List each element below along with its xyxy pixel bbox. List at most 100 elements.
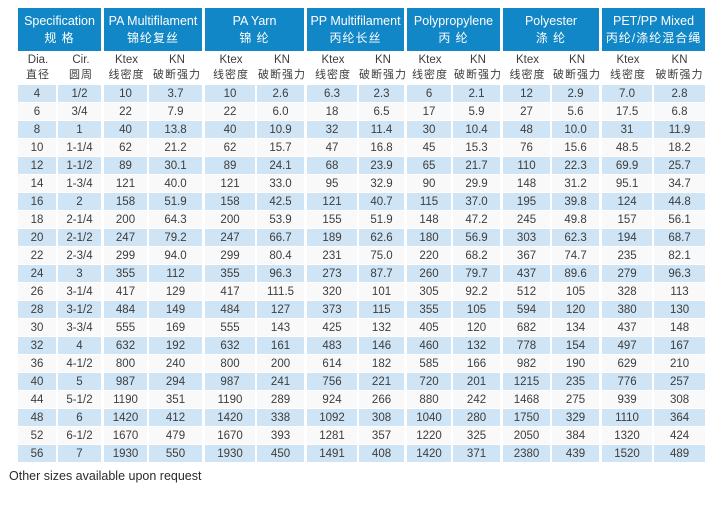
column-header: Dia. 直径	[18, 51, 58, 85]
table-row: 56 7 1930 550 1930 450 1491 408 1420 371 2380 439 15…	[18, 445, 706, 463]
cell: 51.9	[149, 193, 206, 211]
cell: 10	[104, 85, 149, 103]
cell: 10.4	[453, 121, 504, 139]
cell: 424	[654, 427, 706, 445]
table-row: 8 1 40 13.8 40 10.9 32 11.4 30 10.4 48 10.0 31 11.9	[18, 121, 706, 139]
table-row: 48 6 1420 412 1420 338 1092 308 1040 280 1750 329 11…	[18, 409, 706, 427]
cell: 273	[307, 265, 360, 283]
cell: 13.8	[149, 121, 206, 139]
cell: 10	[18, 139, 58, 157]
cell: 200	[257, 355, 308, 373]
cell: 40	[18, 373, 58, 391]
cell: 355	[205, 265, 258, 283]
cell: 305	[407, 283, 454, 301]
cell: 5.6	[552, 103, 603, 121]
cell: 79.7	[453, 265, 504, 283]
cell: 247	[205, 229, 258, 247]
cell: 1420	[407, 445, 454, 463]
table-body: 4 1/2 10 3.7 10 2.6 6.3 2.3 6 2.1 12 2.9 7.0 2.8 6 3/4 2…	[18, 85, 706, 463]
cell: 987	[104, 373, 149, 391]
cell: 134	[552, 319, 603, 337]
cell: 22.3	[552, 157, 603, 175]
cell: 32.9	[359, 175, 408, 193]
cell: 32	[18, 337, 58, 355]
cell: 289	[257, 391, 308, 409]
cell: 1930	[205, 445, 258, 463]
cell: 4	[58, 337, 104, 355]
cell: 408	[359, 445, 408, 463]
cell: 2-3/4	[58, 247, 104, 265]
cell: 355	[104, 265, 149, 283]
column-header: Ktex 线密度	[407, 51, 454, 85]
cell: 247	[104, 229, 149, 247]
cell: 56.1	[654, 211, 706, 229]
cell: 53.9	[257, 211, 308, 229]
cell: 146	[359, 337, 408, 355]
cell: 10.0	[552, 121, 603, 139]
cell: 3-1/2	[58, 301, 104, 319]
cell: 95.1	[602, 175, 655, 193]
cell: 37.0	[453, 193, 504, 211]
cell: 200	[104, 211, 149, 229]
cell: 66.7	[257, 229, 308, 247]
cell: 384	[552, 427, 603, 445]
cell: 210	[654, 355, 706, 373]
cell: 240	[149, 355, 206, 373]
cell: 2.9	[552, 85, 603, 103]
cell: 121	[307, 193, 360, 211]
cell: 1-1/2	[58, 157, 104, 175]
cell: 2.8	[654, 85, 706, 103]
cell: 1220	[407, 427, 454, 445]
cell: 30.1	[149, 157, 206, 175]
cell: 1930	[104, 445, 149, 463]
table-row: 26 3-1/4 417 129 417 111.5 320 101 305 92.2 512 105…	[18, 283, 706, 301]
cell: 1	[58, 121, 104, 139]
cell: 555	[205, 319, 258, 337]
table-row: 18 2-1/4 200 64.3 200 53.9 155 51.9 148 47.2 245 49…	[18, 211, 706, 229]
cell: 40	[205, 121, 258, 139]
cell: 143	[257, 319, 308, 337]
cell: 220	[407, 247, 454, 265]
table-header: Specification 规 格 PA Multifilament 锦纶复丝 PA Y…	[18, 8, 706, 85]
cell: 221	[359, 373, 408, 391]
cell: 756	[307, 373, 360, 391]
column-header: KN 破断强力	[257, 51, 308, 85]
cell: 75.0	[359, 247, 408, 265]
column-group-header: PA Yarn 锦 纶	[205, 8, 308, 51]
cell: 10	[205, 85, 258, 103]
cell: 7.9	[149, 103, 206, 121]
cell: 44.8	[654, 193, 706, 211]
table-row: 24 3 355 112 355 96.3 273 87.7 260 79.7 437 89.6 279…	[18, 265, 706, 283]
cell: 450	[257, 445, 308, 463]
cell: 484	[205, 301, 258, 319]
cell: 112	[149, 265, 206, 283]
cell: 105	[453, 301, 504, 319]
group-header-row: Specification 规 格 PA Multifilament 锦纶复丝 PA Y…	[18, 8, 706, 51]
cell: 20	[18, 229, 58, 247]
column-group-header: Polypropylene 丙 纶	[407, 8, 504, 51]
cell: 320	[307, 283, 360, 301]
cell: 49.8	[552, 211, 603, 229]
cell: 2380	[503, 445, 553, 463]
cell: 22	[18, 247, 58, 265]
cell: 32	[307, 121, 360, 139]
cell: 7.0	[602, 85, 655, 103]
cell: 2-1/4	[58, 211, 104, 229]
cell: 68.7	[654, 229, 706, 247]
cell: 241	[257, 373, 308, 391]
cell: 6.3	[307, 85, 360, 103]
cell: 924	[307, 391, 360, 409]
cell: 1/2	[58, 85, 104, 103]
cell: 11.4	[359, 121, 408, 139]
cell: 56	[18, 445, 58, 463]
column-header: KN 破断强力	[552, 51, 603, 85]
cell: 260	[407, 265, 454, 283]
cell: 15.6	[552, 139, 603, 157]
cell: 299	[205, 247, 258, 265]
cell: 14	[18, 175, 58, 193]
cell: 158	[205, 193, 258, 211]
cell: 555	[104, 319, 149, 337]
cell: 64.3	[149, 211, 206, 229]
cell: 110	[503, 157, 553, 175]
cell: 155	[307, 211, 360, 229]
